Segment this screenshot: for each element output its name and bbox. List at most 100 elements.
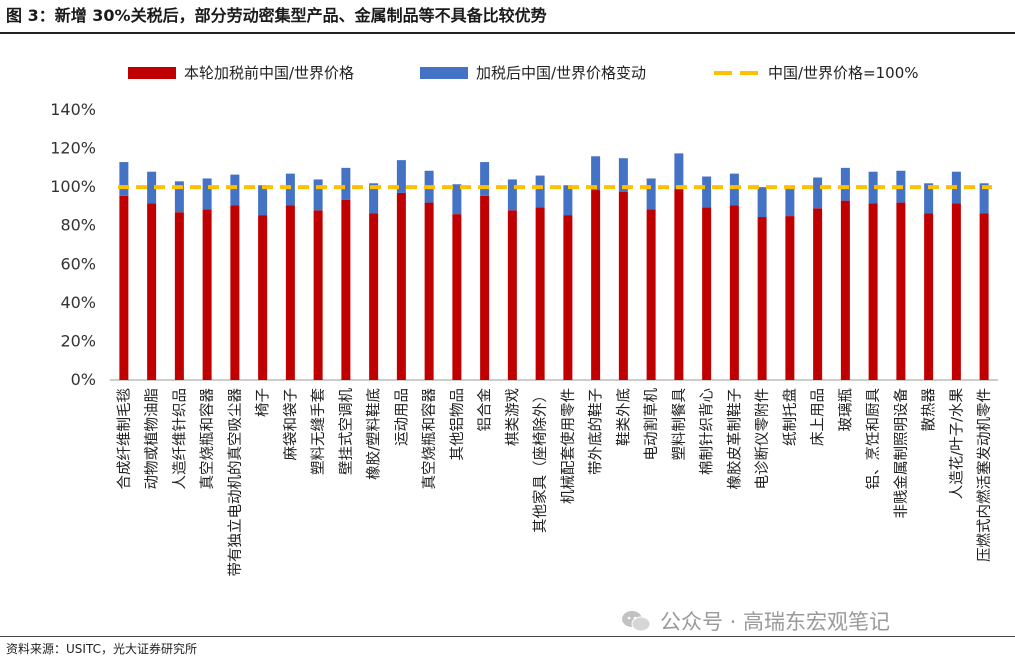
bar-base xyxy=(480,195,490,380)
bar-base xyxy=(452,214,462,380)
x-tick-label: 带有独立电动机的真空吸尘器 xyxy=(226,388,244,577)
bar-base xyxy=(563,215,573,380)
bar-base xyxy=(646,209,656,380)
y-tick-label: 60% xyxy=(60,254,96,273)
x-tick-label: 合成纤维制毛毯 xyxy=(116,388,133,490)
wechat-icon xyxy=(622,611,651,632)
bar-base xyxy=(840,200,850,380)
x-tick-label: 散热器 xyxy=(921,388,938,432)
bar-change xyxy=(757,187,767,218)
bar-base xyxy=(896,202,906,380)
bar-base xyxy=(147,203,157,380)
x-tick-label: 壁挂式空调机 xyxy=(338,388,355,475)
bar-change xyxy=(563,185,573,216)
y-tick-label: 80% xyxy=(60,216,96,235)
bar-change xyxy=(285,173,295,206)
x-tick-label: 玻璃瓶 xyxy=(837,388,854,432)
bar-change xyxy=(396,160,406,193)
legend-item-base: 本轮加税前中国/世界价格 xyxy=(128,62,354,83)
bar-change xyxy=(979,183,989,214)
bar-change xyxy=(924,183,934,214)
source-note: 资料来源：USITC，光大证券研究所 xyxy=(6,642,197,656)
bar-base xyxy=(951,203,961,380)
bar-change xyxy=(535,175,545,208)
bar-change xyxy=(313,179,323,211)
bar-change xyxy=(174,181,184,213)
x-tick-label: 麻袋和袋子 xyxy=(282,388,299,461)
bar-change xyxy=(341,167,351,200)
x-tick-label: 塑料无缝手套 xyxy=(310,388,327,475)
x-tick-label: 棋类游戏 xyxy=(504,388,521,446)
bar-change xyxy=(868,171,878,204)
bar-base xyxy=(341,199,351,380)
legend-label-base: 本轮加税前中国/世界价格 xyxy=(184,64,355,82)
bar-base xyxy=(507,210,517,380)
watermark-text: 公众号 · 高瑞东宏观笔记 xyxy=(660,610,891,634)
x-tick-label: 运动用品 xyxy=(393,388,410,446)
x-tick-label: 其他铝物品 xyxy=(449,388,466,461)
x-tick-label: 棉制针织背心 xyxy=(699,388,716,475)
bar-change xyxy=(202,178,212,210)
bar-base xyxy=(396,192,406,380)
bar-base xyxy=(535,207,545,380)
x-tick-label: 床上用品 xyxy=(810,388,827,446)
bar-base xyxy=(924,213,934,380)
legend: 本轮加税前中国/世界价格 加税后中国/世界价格变动 中国/世界价格=100% xyxy=(0,62,1015,88)
y-tick-label: 20% xyxy=(60,331,96,350)
legend-item-change: 加税后中国/世界价格变动 xyxy=(420,62,646,83)
bar-base xyxy=(174,212,184,380)
x-tick-label: 带外底的鞋子 xyxy=(588,388,605,475)
bar-base xyxy=(424,202,434,380)
footer-divider xyxy=(0,636,1015,637)
x-tick-label: 橡胶皮革制鞋子 xyxy=(726,388,743,490)
bar-base xyxy=(369,213,379,380)
x-tick-label: 橡胶/塑料鞋底 xyxy=(366,388,383,480)
legend-label-reference: 中国/世界价格=100% xyxy=(768,64,919,82)
bar-base xyxy=(868,203,878,380)
y-tick-label: 40% xyxy=(60,293,96,312)
bar-base xyxy=(230,205,240,380)
x-tick-label: 铝合金 xyxy=(477,388,494,432)
bar-base xyxy=(591,190,601,380)
bar-change xyxy=(702,176,712,208)
bar-change xyxy=(147,171,157,204)
bar-base xyxy=(258,215,268,380)
legend-label-change: 加税后中国/世界价格变动 xyxy=(476,64,647,82)
bar-base xyxy=(729,205,739,380)
bar-base xyxy=(202,209,212,380)
bar-base xyxy=(757,217,767,380)
bar-change xyxy=(785,186,795,217)
x-tick-label: 椅子 xyxy=(255,388,272,417)
bar-base xyxy=(979,213,989,380)
bar-change xyxy=(646,178,656,210)
bar-base xyxy=(785,216,795,380)
bar-change xyxy=(840,167,850,201)
bar-change xyxy=(591,156,601,191)
x-tick-label: 动物或植物油脂 xyxy=(144,388,161,490)
chart-title: 图 3：新增 30%关税后，部分劳动密集型产品、金属制品等不具备比较优势 xyxy=(6,6,547,25)
bar-change xyxy=(618,158,628,192)
y-tick-label: 120% xyxy=(50,139,96,158)
bar-change xyxy=(480,162,490,196)
x-tick-label: 人造花/叶子/水果 xyxy=(948,388,965,499)
bar-chart: 0% 20% 40% 60% 80% 100% 120% 140% 合成纤维制毛毯 动物或植物油脂… xyxy=(50,100,998,577)
x-tick-label: 铝、烹饪和厨具 xyxy=(864,388,882,490)
legend-swatch-reference xyxy=(712,67,760,79)
bar-base xyxy=(618,191,628,380)
x-tick-label: 机械配套使用零件 xyxy=(560,388,577,504)
bar-change xyxy=(258,185,268,216)
bar-change xyxy=(230,174,240,206)
legend-swatch-change xyxy=(420,66,468,79)
legend-item-reference: 中国/世界价格=100% xyxy=(712,62,919,83)
x-tick-label: 压燃式内燃活塞发动机零件 xyxy=(975,388,993,562)
bar-change xyxy=(729,173,739,206)
x-tick-label: 塑料制餐具 xyxy=(671,388,688,461)
x-tick-label: 电诊断仪零附件 xyxy=(754,388,771,490)
x-tick-label: 人造纤维针织品 xyxy=(171,388,188,490)
bar-base xyxy=(313,210,323,380)
x-tick-label: 纸制托盘 xyxy=(781,388,799,446)
title-divider xyxy=(0,32,1015,34)
bar-change xyxy=(369,183,379,214)
watermark: 公众号 · 高瑞东宏观笔记 xyxy=(620,606,890,636)
bar-base xyxy=(813,208,823,380)
